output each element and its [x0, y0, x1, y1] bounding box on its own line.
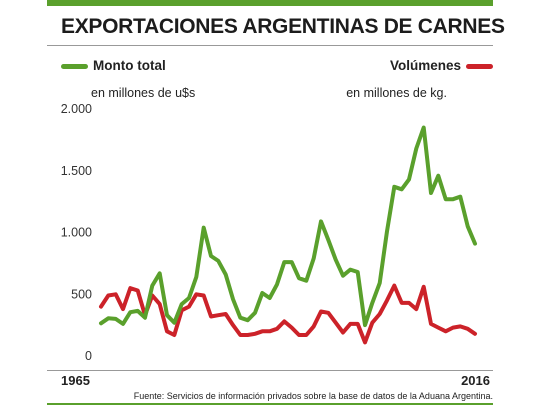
title-divider: [47, 45, 493, 46]
legend-monto: Monto total en millones de u$s: [61, 58, 195, 100]
y-tick-label: 0: [85, 349, 92, 363]
series-line-volumenes: [99, 283, 477, 345]
series-line-monto-total: [99, 125, 477, 328]
x-axis-end-label: 2016: [461, 373, 490, 388]
x-axis-start-label: 1965: [61, 373, 90, 388]
y-axis-ticks: 0 500 1.000 1.500 2.000: [61, 102, 92, 363]
legend-monto-swatch: [61, 64, 88, 70]
x-axis-baseline: [47, 370, 493, 371]
legend-volumen-unit: en millones de kg.: [346, 86, 447, 100]
top-accent-bar: [47, 0, 493, 6]
series-layer: [99, 125, 477, 345]
y-tick-label: 2.000: [61, 102, 92, 116]
line-chart: 0 500 1.000 1.500 2.000 1965 2016: [61, 102, 490, 388]
y-tick-label: 1.500: [61, 164, 92, 178]
bottom-accent-bar: [47, 403, 493, 405]
legend-volumen: Volúmenes en millones de kg.: [300, 58, 493, 100]
legend-monto-unit: en millones de u$s: [91, 86, 196, 100]
y-tick-label: 500: [71, 287, 92, 301]
legend-volumen-swatch: [466, 64, 493, 70]
chart-title: EXPORTACIONES ARGENTINAS DE CARNES: [61, 15, 505, 38]
y-tick-label: 1.000: [61, 226, 92, 240]
source-note: Fuente: Servicios de información privado…: [133, 391, 493, 401]
legend-monto-label: Monto total: [93, 58, 166, 73]
legend-volumen-label: Volúmenes: [389, 58, 461, 73]
